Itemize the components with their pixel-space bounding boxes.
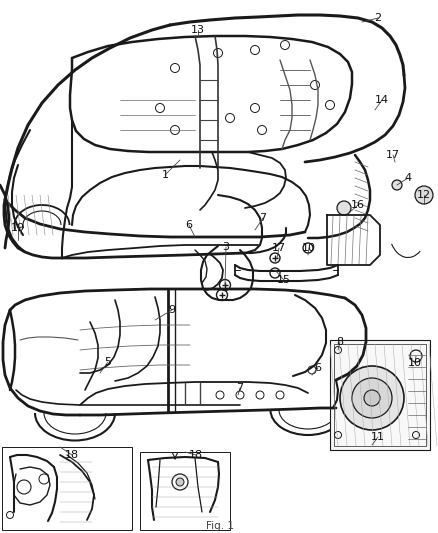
Text: 17: 17: [386, 150, 400, 160]
Text: 13: 13: [191, 25, 205, 35]
Text: 4: 4: [404, 173, 412, 183]
Circle shape: [364, 390, 380, 406]
Circle shape: [176, 478, 184, 486]
Circle shape: [340, 366, 404, 430]
Text: 5: 5: [105, 357, 112, 367]
Circle shape: [352, 378, 392, 418]
Bar: [330, 340, 430, 450]
Text: 14: 14: [375, 95, 389, 105]
Text: 7: 7: [237, 383, 244, 393]
Text: 10: 10: [408, 358, 422, 368]
Text: 15: 15: [277, 275, 291, 285]
Text: 8: 8: [336, 337, 343, 347]
Text: 11: 11: [371, 432, 385, 442]
Text: 7: 7: [259, 213, 267, 223]
Text: 6: 6: [314, 363, 321, 373]
Text: 9: 9: [169, 305, 176, 315]
Circle shape: [415, 186, 433, 204]
Bar: [140, 452, 230, 530]
Text: 19: 19: [11, 223, 25, 233]
Text: 16: 16: [351, 200, 365, 210]
Bar: [2, 447, 132, 530]
Text: 17: 17: [272, 243, 286, 253]
Text: 2: 2: [374, 13, 381, 23]
Circle shape: [337, 201, 351, 215]
Circle shape: [392, 180, 402, 190]
Text: 10: 10: [302, 243, 316, 253]
Text: Fig. 1: Fig. 1: [206, 521, 234, 531]
Text: 18: 18: [65, 450, 79, 460]
Text: 18: 18: [189, 450, 203, 460]
Text: 12: 12: [417, 190, 431, 200]
Text: 3: 3: [223, 242, 230, 252]
Bar: [334, 344, 426, 446]
Text: 6: 6: [186, 220, 192, 230]
Text: 1: 1: [162, 170, 169, 180]
